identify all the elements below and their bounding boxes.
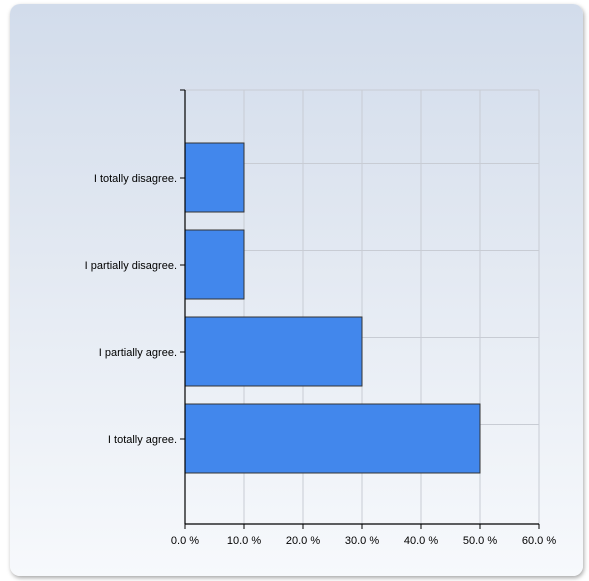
x-tick-label: 40.0 % xyxy=(404,535,438,547)
bar xyxy=(184,229,245,300)
tick-labels: 0.0 % 10.0 % 20.0 % 30.0 % 40.0 % 50.0 % 60.0 … xyxy=(85,173,557,547)
axes xyxy=(180,89,540,529)
y-category-label: I totally agree. xyxy=(108,434,177,446)
y-category-label: I totally disagree. xyxy=(94,173,177,185)
chart-panel xyxy=(10,4,583,576)
x-tick-label: 20.0 % xyxy=(286,535,320,547)
x-tick-label: 50.0 % xyxy=(463,535,497,547)
x-tick-label: 10.0 % xyxy=(227,535,261,547)
y-category-label: I partially disagree. xyxy=(85,260,177,272)
x-tick-label: 0.0 % xyxy=(171,535,199,547)
y-category-label: I partially agree. xyxy=(99,347,177,359)
bar xyxy=(184,142,245,213)
bar xyxy=(184,403,481,474)
x-tick-label: 60.0 % xyxy=(522,535,556,547)
bars xyxy=(184,142,481,474)
bar xyxy=(184,316,363,387)
x-tick-label: 30.0 % xyxy=(345,535,379,547)
